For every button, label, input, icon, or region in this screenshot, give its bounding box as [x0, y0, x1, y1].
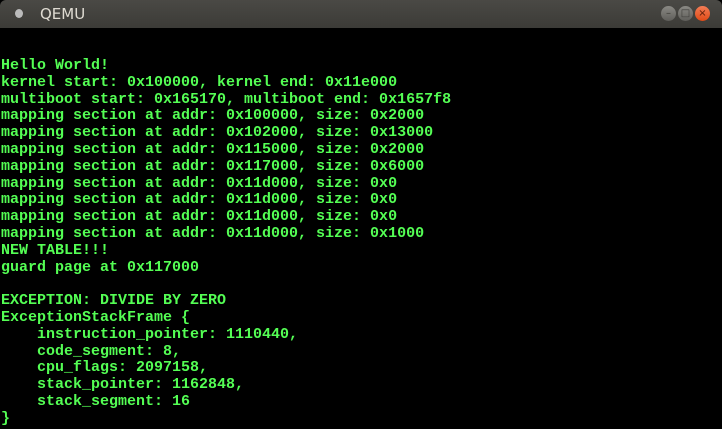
minimize-icon: –: [666, 8, 671, 19]
console-line: }: [1, 409, 11, 427]
console-line: ExceptionStackFrame {: [1, 308, 191, 326]
console-output: Hello World! kernel start: 0x100000, kern…: [1, 58, 451, 428]
console-line: mapping section at addr: 0x115000, size:…: [1, 140, 425, 158]
console-line: multiboot start: 0x165170, multiboot end…: [1, 90, 452, 108]
console-line: code_segment: 8,: [1, 342, 182, 360]
console-line: guard page at 0x117000: [1, 258, 200, 276]
close-button[interactable]: ×: [695, 6, 710, 21]
console-line: EXCEPTION: DIVIDE BY ZERO: [1, 292, 227, 310]
console-line: mapping section at addr: 0x11d000, size:…: [1, 224, 425, 242]
app-icon: [15, 9, 23, 18]
console-line: mapping section at addr: 0x11d000, size:…: [1, 191, 398, 209]
vm-screen[interactable]: Hello World! kernel start: 0x100000, kern…: [0, 28, 722, 429]
console-line: NEW TABLE!!!: [1, 241, 110, 259]
title-bar[interactable]: QEMU – □ ×: [0, 0, 722, 28]
console-line: instruction_pointer: 1110440,: [1, 325, 299, 343]
console-line: mapping section at addr: 0x11d000, size:…: [1, 208, 398, 226]
minimize-button[interactable]: –: [661, 6, 676, 21]
window-title: QEMU: [40, 5, 86, 23]
close-icon: ×: [698, 8, 707, 19]
console-line: mapping section at addr: 0x102000, size:…: [1, 124, 434, 142]
console-line: kernel start: 0x100000, kernel end: 0x11…: [1, 73, 398, 91]
console-line: mapping section at addr: 0x117000, size:…: [1, 157, 425, 175]
maximize-icon: □: [680, 8, 691, 19]
console-line: stack_pointer: 1162848,: [1, 376, 245, 394]
console-line: [1, 276, 451, 293]
console-line: mapping section at addr: 0x11d000, size:…: [1, 174, 398, 192]
console-line: mapping section at addr: 0x100000, size:…: [1, 107, 425, 125]
maximize-button[interactable]: □: [678, 6, 693, 21]
console-line: cpu_flags: 2097158,: [1, 359, 209, 377]
console-line: Hello World!: [1, 57, 110, 74]
console-line: stack_segment: 16: [1, 392, 191, 410]
